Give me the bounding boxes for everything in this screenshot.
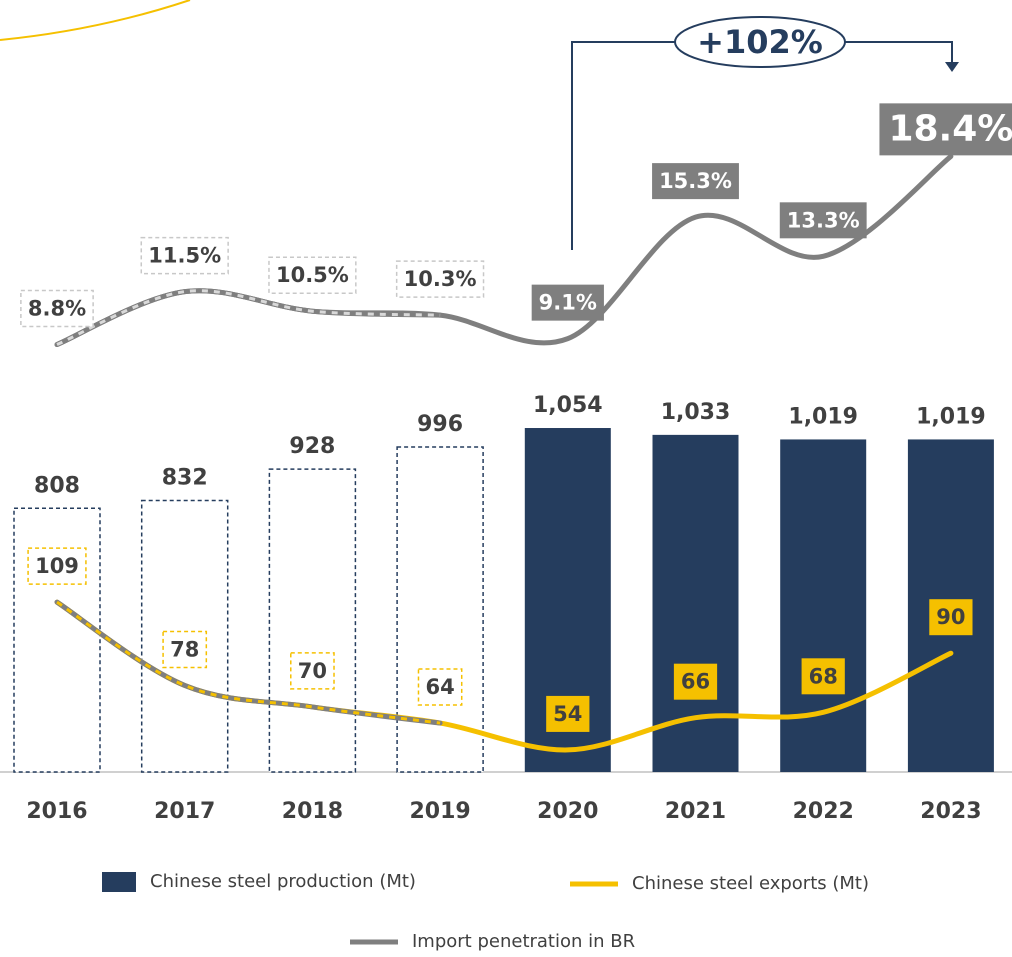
legend-label: Chinese steel production (Mt) — [150, 871, 416, 892]
line-value-label: 78 — [170, 637, 199, 661]
legend-swatch — [102, 872, 136, 892]
line-value-label: 9.1% — [539, 291, 597, 315]
label-box — [290, 652, 335, 690]
x-tick-label: 2020 — [537, 799, 598, 824]
legend-label: Chinese steel exports (Mt) — [632, 873, 869, 894]
x-tick-label: 2023 — [920, 799, 981, 824]
label-box — [140, 236, 229, 275]
x-tick-label: 2019 — [409, 799, 470, 824]
line-value-label: 68 — [809, 664, 838, 688]
bracket-arrow — [945, 62, 959, 72]
legend-label: Import penetration in BR — [412, 931, 635, 952]
bar-value-label: 996 — [417, 412, 463, 437]
label-box — [531, 284, 604, 321]
bar-value-label: 1,033 — [661, 400, 731, 425]
bar-value-label: 928 — [289, 434, 335, 459]
label-box — [417, 668, 463, 706]
label-box — [779, 202, 867, 239]
bar — [268, 468, 357, 773]
label-box — [27, 547, 87, 585]
line-value-label: 54 — [553, 702, 582, 726]
line-early-base — [54, 599, 443, 726]
line-value-label: 15.3% — [659, 169, 732, 193]
line-value-label: 11.5% — [148, 244, 221, 268]
bar-value-label: 1,019 — [916, 404, 986, 429]
bar-value-label: 832 — [162, 465, 208, 490]
label-box — [268, 256, 357, 294]
line-value-label: 13.3% — [787, 208, 860, 232]
line-early-dash — [56, 289, 441, 346]
x-tick-label: 2021 — [665, 799, 726, 824]
label-box — [929, 599, 973, 636]
line-value-label: 109 — [35, 554, 79, 578]
x-tick-label: 2022 — [793, 799, 854, 824]
line-value-label: 8.8% — [28, 297, 86, 321]
bar-value-label: 1,019 — [788, 404, 858, 429]
label-box — [546, 695, 590, 732]
line-value-label: 90 — [936, 605, 965, 629]
label-box — [673, 663, 718, 700]
label-box — [20, 289, 94, 328]
line-value-label: 10.5% — [276, 263, 349, 287]
bar — [780, 439, 867, 772]
line-value-label: 66 — [681, 670, 710, 694]
line-value-label: 10.3% — [404, 267, 477, 291]
label-box — [652, 163, 739, 200]
x-tick-label: 2017 — [154, 799, 215, 824]
bar-value-label: 1,054 — [533, 393, 603, 418]
annotation: +102% — [697, 23, 823, 61]
label-box — [395, 260, 485, 298]
line-value-label: 64 — [425, 675, 454, 699]
line-value-label: 70 — [298, 659, 327, 683]
label-box — [879, 103, 1012, 156]
label-box — [801, 658, 845, 695]
label-box — [162, 630, 208, 669]
annotation-ellipse — [674, 16, 846, 68]
x-tick-label: 2018 — [282, 799, 343, 824]
line-value-label: 18.4% — [888, 108, 1012, 149]
line-early-dash — [56, 600, 441, 725]
x-tick-label: 2016 — [26, 799, 87, 824]
decor-arc — [0, 0, 191, 41]
bar-value-label: 808 — [34, 473, 80, 498]
bar — [652, 434, 739, 772]
bracket — [571, 41, 953, 250]
